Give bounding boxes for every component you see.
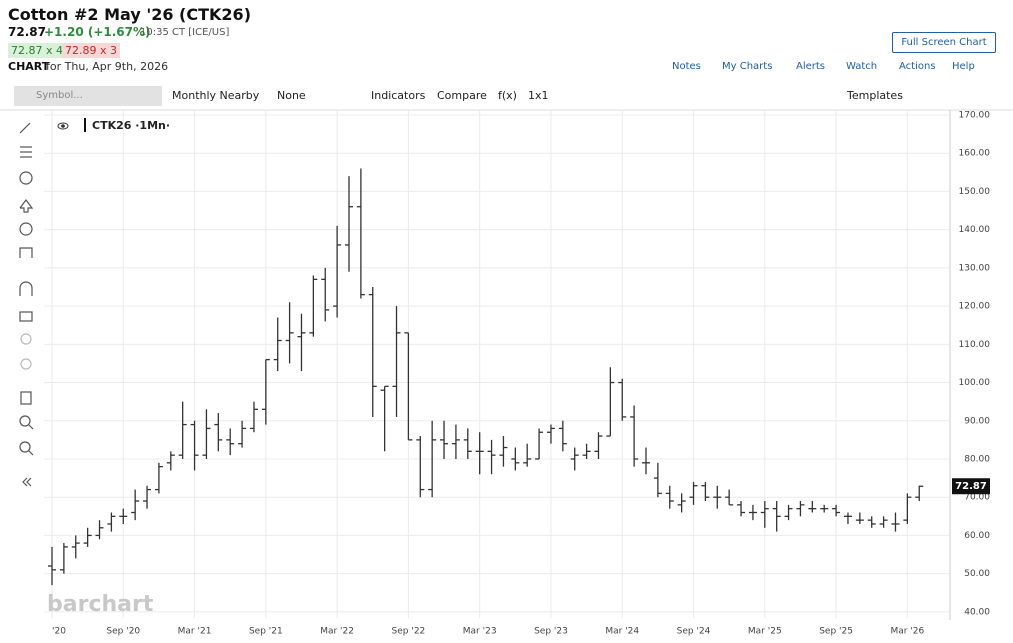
price: 72.87 [8, 25, 46, 39]
x-tick-label: '20 [52, 627, 66, 637]
y-tick-label: 140.00 [959, 225, 991, 235]
full-screen-button[interactable]: Full Screen Chart [892, 32, 996, 53]
y-tick-label: 40.00 [964, 607, 990, 617]
ask: 72.89 x 3 [62, 43, 120, 58]
time: 10:35 CT [ICE/US] [140, 27, 230, 38]
drawing-tools[interactable] [19, 122, 34, 487]
y-tick-label: 130.00 [959, 263, 991, 273]
y-tick-label: 100.00 [959, 378, 991, 388]
y-tick-label: 80.00 [964, 454, 990, 464]
y-tick-label: 60.00 [964, 531, 990, 541]
x-tick-label: Mar '25 [748, 627, 782, 637]
x-tick-label: Sep '20 [106, 627, 140, 637]
templates-button[interactable]: Templates [847, 89, 903, 102]
change: +1.20 (+1.67%) [44, 25, 151, 39]
period-select[interactable]: Monthly Nearby [172, 89, 260, 102]
x-tick-label: Sep '25 [819, 627, 853, 637]
y-tick-label: 170.00 [959, 110, 991, 120]
x-tick-label: Mar '23 [463, 627, 497, 637]
bid: 72.87 x 4 [8, 43, 66, 58]
last-price-label: 72.87 [955, 481, 987, 492]
notes-link[interactable]: Notes [672, 61, 701, 72]
symbol-input[interactable]: Symbol... [36, 90, 83, 101]
x-tick-label: Sep '21 [249, 627, 283, 637]
watch-link[interactable]: Watch [846, 61, 878, 72]
fx-button[interactable]: f(x) [498, 89, 517, 102]
legend-label[interactable]: CTK26 ·1Mn· [92, 119, 171, 132]
legend-eye[interactable] [57, 122, 69, 130]
y-tick-label: 160.00 [959, 149, 991, 159]
my-charts-link[interactable]: My Charts [722, 61, 773, 72]
chart-label: CHART [8, 60, 50, 73]
indicators-button[interactable]: Indicators [371, 89, 426, 102]
actions-link[interactable]: Actions [899, 61, 936, 72]
x-tick-label: Sep '23 [534, 627, 568, 637]
x-tick-label: Mar '21 [178, 627, 212, 637]
chart-date: for Thu, Apr 9th, 2026 [46, 60, 169, 73]
title: Cotton #2 May '26 (CTK26) [8, 5, 251, 24]
aggregation-select[interactable]: None [277, 89, 306, 102]
y-tick-label: 120.00 [959, 302, 991, 312]
x-tick-label: Mar '26 [890, 627, 924, 637]
legend-marker [84, 118, 86, 132]
x-tick-label: Mar '22 [320, 627, 354, 637]
help-link[interactable]: Help [952, 61, 975, 72]
y-tick-label: 150.00 [959, 187, 991, 197]
x-tick-label: Sep '22 [392, 627, 426, 637]
x-tick-label: Sep '24 [677, 627, 711, 637]
y-tick-label: 110.00 [959, 340, 991, 350]
compare-button[interactable]: Compare [437, 89, 487, 102]
x-tick-label: Mar '24 [605, 627, 639, 637]
y-tick-label: 90.00 [964, 416, 990, 426]
watermark: barchart [47, 592, 154, 617]
y-tick-label: 70.00 [964, 493, 990, 503]
y-tick-label: 50.00 [964, 569, 990, 579]
symbol-box[interactable] [14, 86, 162, 106]
alerts-link[interactable]: Alerts [796, 61, 826, 72]
last-price-box [952, 478, 990, 495]
layout-select[interactable]: 1x1 [528, 89, 549, 102]
